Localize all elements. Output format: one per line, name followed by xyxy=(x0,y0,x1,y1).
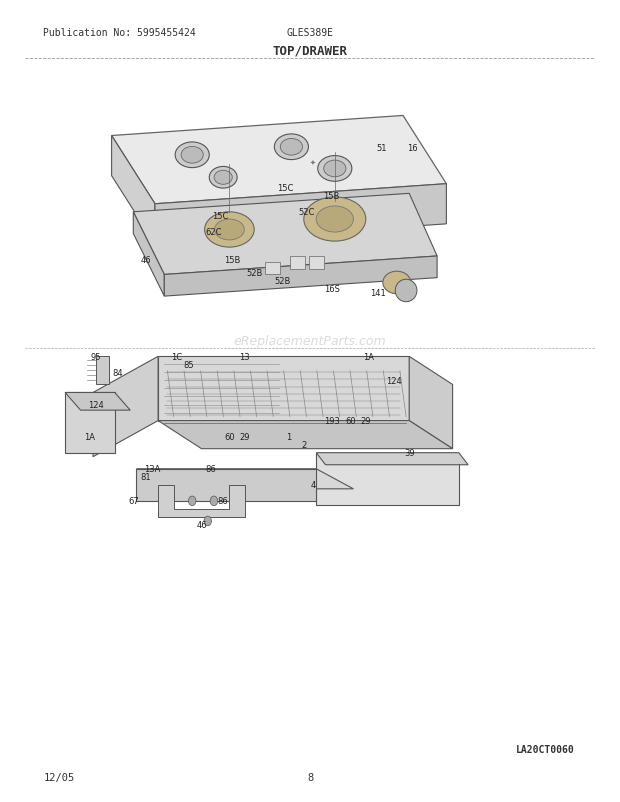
Text: 193: 193 xyxy=(324,416,340,426)
Ellipse shape xyxy=(383,272,410,294)
Text: 51: 51 xyxy=(376,144,386,153)
Text: LA20CT0060: LA20CT0060 xyxy=(516,744,575,754)
Ellipse shape xyxy=(280,140,303,156)
Text: 2: 2 xyxy=(301,440,306,450)
Text: 124: 124 xyxy=(88,400,104,410)
Ellipse shape xyxy=(181,148,203,164)
Polygon shape xyxy=(155,184,446,245)
Polygon shape xyxy=(133,213,164,297)
Polygon shape xyxy=(93,357,158,457)
Polygon shape xyxy=(136,469,316,501)
Circle shape xyxy=(210,496,218,506)
Polygon shape xyxy=(65,393,130,411)
Polygon shape xyxy=(158,485,245,517)
Text: 12/05: 12/05 xyxy=(43,772,74,782)
Text: 60: 60 xyxy=(224,432,235,442)
Polygon shape xyxy=(136,469,353,489)
Text: 86: 86 xyxy=(218,496,229,506)
Polygon shape xyxy=(158,357,409,421)
Text: 16S: 16S xyxy=(324,284,340,294)
Text: 86: 86 xyxy=(205,464,216,474)
Text: 29: 29 xyxy=(361,416,371,426)
Ellipse shape xyxy=(316,207,353,233)
Text: 29: 29 xyxy=(240,432,250,442)
Text: 46: 46 xyxy=(196,520,207,530)
Text: Publication No: 5995455424: Publication No: 5995455424 xyxy=(43,28,196,38)
Polygon shape xyxy=(409,357,453,449)
Text: 15B: 15B xyxy=(224,256,241,265)
Ellipse shape xyxy=(304,197,366,241)
Text: 15C: 15C xyxy=(212,212,228,221)
Polygon shape xyxy=(112,136,155,245)
Ellipse shape xyxy=(215,220,244,241)
Text: 52C: 52C xyxy=(299,208,315,217)
Polygon shape xyxy=(158,421,453,449)
Bar xyxy=(309,257,324,269)
Text: 1A: 1A xyxy=(84,432,95,442)
Text: 124: 124 xyxy=(386,376,402,386)
Text: 95: 95 xyxy=(91,352,101,362)
Polygon shape xyxy=(316,453,459,505)
Text: GLES389E: GLES389E xyxy=(286,28,334,38)
Text: ✦: ✦ xyxy=(310,159,316,165)
Text: TOP/DRAWER: TOP/DRAWER xyxy=(273,44,347,57)
Bar xyxy=(290,257,305,269)
Polygon shape xyxy=(164,257,437,297)
Text: 16: 16 xyxy=(407,144,418,153)
Text: 13: 13 xyxy=(239,352,250,362)
Text: 52B: 52B xyxy=(246,268,262,277)
Ellipse shape xyxy=(175,143,210,168)
Circle shape xyxy=(188,496,196,506)
Text: eReplacementParts.com: eReplacementParts.com xyxy=(234,334,386,347)
Ellipse shape xyxy=(210,167,237,189)
Text: 39: 39 xyxy=(404,448,415,458)
Text: 67: 67 xyxy=(128,496,139,506)
Text: 60: 60 xyxy=(345,416,356,426)
Text: 85: 85 xyxy=(184,360,195,370)
Text: 4: 4 xyxy=(311,480,316,490)
Polygon shape xyxy=(316,453,468,465)
Polygon shape xyxy=(96,357,108,385)
Text: 62C: 62C xyxy=(206,228,222,237)
Ellipse shape xyxy=(324,161,346,177)
Text: 46: 46 xyxy=(140,256,151,265)
Ellipse shape xyxy=(205,213,254,248)
Text: 1: 1 xyxy=(286,432,291,442)
Ellipse shape xyxy=(396,280,417,302)
Polygon shape xyxy=(65,393,115,453)
Text: 81: 81 xyxy=(140,472,151,482)
Text: 15C: 15C xyxy=(277,184,293,193)
Polygon shape xyxy=(112,116,446,205)
Ellipse shape xyxy=(274,135,309,160)
Text: 1A: 1A xyxy=(363,352,374,362)
Text: 8: 8 xyxy=(307,772,313,782)
Text: 141: 141 xyxy=(370,288,386,298)
Bar xyxy=(265,262,280,275)
Text: 13A: 13A xyxy=(144,464,160,474)
Text: 52B: 52B xyxy=(274,276,290,286)
Ellipse shape xyxy=(214,171,232,185)
Text: 84: 84 xyxy=(112,368,123,378)
Ellipse shape xyxy=(317,156,352,182)
Text: 15B: 15B xyxy=(324,192,340,201)
Polygon shape xyxy=(133,194,437,275)
Text: 1C: 1C xyxy=(171,352,182,362)
Circle shape xyxy=(204,516,211,526)
